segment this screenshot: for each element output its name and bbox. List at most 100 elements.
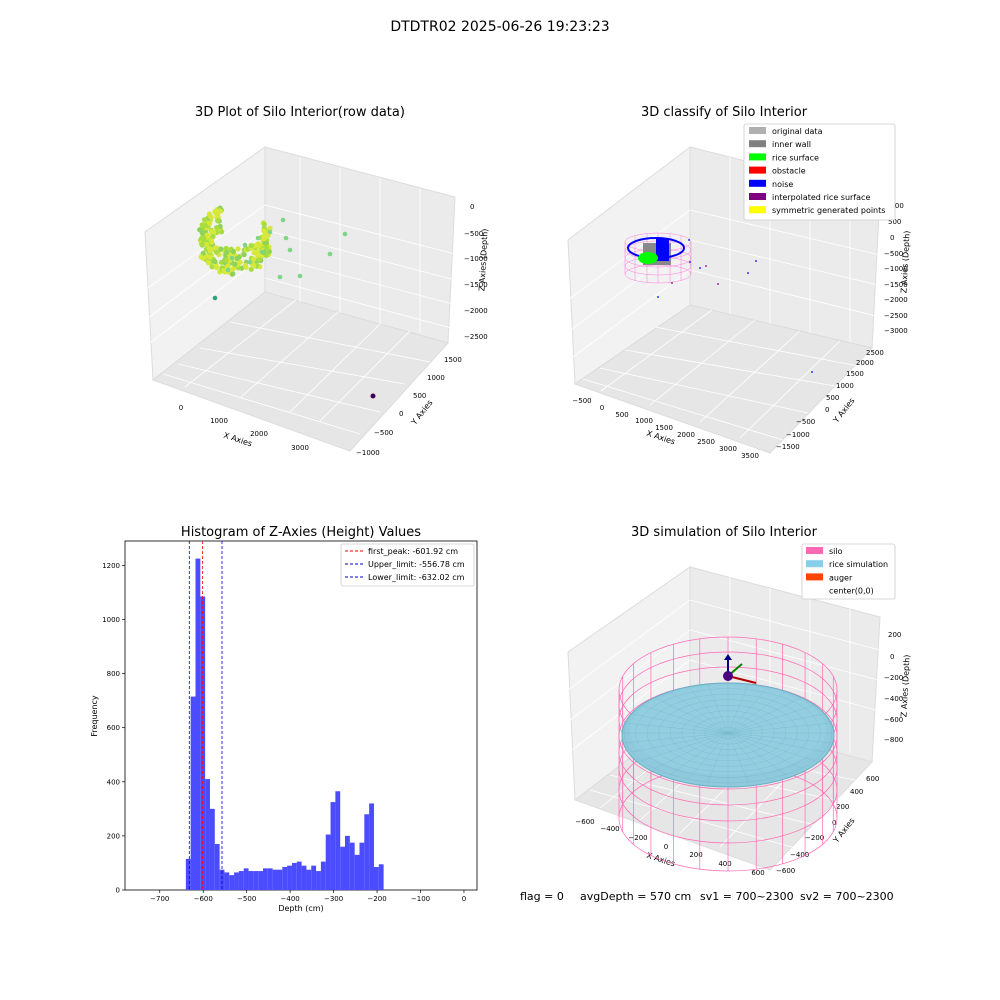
histogram-bar — [238, 871, 244, 890]
histogram-y-tick-label: 400 — [107, 778, 120, 786]
raw-data-point — [217, 208, 223, 214]
histogram-bar — [345, 835, 350, 890]
histogram-legend-label: Lower_limit: -632.02 cm — [368, 573, 465, 582]
figure-title: DTDTR02 2025-06-26 19:23:23 — [390, 19, 609, 35]
raw-data-point — [259, 249, 265, 255]
classify-legend-label: symmetric generated points — [772, 206, 885, 215]
raw-data-point — [221, 267, 227, 274]
classify-legend-swatch — [749, 127, 766, 134]
p1-xtick: 0 — [179, 404, 183, 412]
p2-ytick: −1000 — [786, 431, 810, 439]
p1-xtick: 3000 — [291, 444, 309, 452]
raw-data-point — [213, 249, 220, 255]
raw-data-point — [251, 256, 257, 262]
histogram-bar — [349, 842, 355, 890]
p4-ytick: −400 — [790, 851, 809, 859]
p1-xtick: 1000 — [210, 417, 228, 425]
p1-xtick: 2000 — [250, 430, 268, 438]
histogram-bar — [291, 862, 297, 890]
raw-data-point — [215, 218, 221, 224]
raw-data-point — [212, 209, 218, 215]
p2-ytick: 2500 — [866, 349, 884, 357]
classify-legend: original data inner wall rice surface obsta… — [743, 123, 896, 221]
raw-data-point — [209, 228, 215, 234]
p2-ytick: 1000 — [836, 382, 854, 390]
p1-ztick: −1500 — [464, 281, 488, 289]
raw-data-point — [199, 230, 205, 236]
raw-data-point — [212, 295, 218, 301]
histogram-x-tick-label: −600 — [194, 895, 213, 903]
histogram-bar — [335, 791, 341, 890]
histogram-bar — [205, 779, 210, 890]
raw-data-point — [224, 249, 230, 256]
p4-ztick: −600 — [884, 716, 903, 724]
rice-surface-cluster — [638, 252, 658, 264]
histogram-legend: first_peak: -601.92 cm Upper_limit: -556.… — [340, 543, 475, 587]
p2-xtick: 2000 — [677, 431, 695, 439]
raw-data-point — [204, 241, 210, 248]
status-avg-depth: avgDepth = 570 cm — [580, 890, 691, 903]
classify-legend-label: obstacle — [772, 167, 806, 176]
p1-ztick: 0 — [470, 203, 474, 211]
raw-data-point — [209, 264, 215, 270]
raw-data-point — [297, 273, 303, 279]
p2-ytick: −500 — [796, 418, 815, 426]
p1-ztick: −500 — [464, 230, 483, 238]
p2-ztick: 0 — [890, 234, 894, 242]
raw-data-point — [243, 264, 249, 270]
p2-ytick: 1500 — [846, 370, 864, 378]
raw-data-point — [280, 217, 286, 223]
p1-ytick: 0 — [399, 410, 403, 418]
histogram-x-tick-label: −400 — [281, 895, 300, 903]
raw-data-point — [199, 242, 205, 248]
raw-data-point — [370, 393, 376, 399]
histogram-legend-label: Upper_limit: -556.78 cm — [368, 560, 465, 569]
p1-ytick: −500 — [374, 429, 393, 437]
histogram-reference-lines — [188, 541, 223, 890]
p2-ztick: −1500 — [884, 281, 908, 289]
classify-legend-label: noise — [772, 180, 793, 189]
p2-zlabel: Z Axies (Depth) — [899, 230, 911, 293]
histogram-x-tick-label: −500 — [237, 895, 256, 903]
raw-data-point — [247, 259, 253, 265]
simulation-legend-label: silo — [829, 547, 843, 556]
raw-data-point — [218, 246, 224, 252]
histogram-bar — [311, 865, 317, 890]
histogram-title: Histogram of Z-Axies (Height) Values — [181, 525, 421, 540]
simulation-legend-label: center(0,0) — [829, 587, 874, 596]
p1-ytick: 500 — [413, 392, 426, 400]
noise-point — [747, 272, 749, 274]
raw-data-3d-plot: 3D Plot of Silo Interior(row data) — [144, 105, 490, 457]
raw-data-point — [235, 246, 241, 252]
p2-xtick: 500 — [615, 411, 628, 419]
raw-data-point — [199, 222, 205, 228]
p2-ytick: 2000 — [856, 359, 874, 367]
raw-data-title: 3D Plot of Silo Interior(row data) — [195, 105, 405, 120]
raw-data-point — [234, 255, 240, 262]
p1-ztick: −2500 — [464, 333, 488, 341]
raw-data-point — [230, 266, 236, 272]
histogram-y-tick-label: 800 — [107, 670, 120, 678]
noise-point — [657, 296, 659, 298]
classify-legend-label: original data — [772, 127, 823, 136]
p2-xtick: −500 — [572, 397, 591, 405]
raw-data-point — [230, 271, 236, 277]
raw-data-point — [277, 274, 283, 280]
p4-xtick: −600 — [575, 818, 594, 826]
raw-data-point — [248, 243, 254, 249]
p1-zlabel: Z Axies (Depth) — [477, 228, 489, 291]
status-sv1: sv1 = 700~2300 — [700, 890, 794, 903]
raw-data-point — [261, 236, 267, 242]
histogram-x-tick-label: −200 — [367, 895, 386, 903]
raw-data-point — [199, 235, 205, 241]
p1-ylabel: Y Axies — [409, 398, 435, 427]
histogram-panel: Histogram of Z-Axies (Height) Values −70… — [90, 525, 478, 913]
p2-xtick: 3500 — [741, 452, 759, 460]
simulation-legend: silo rice simulation auger center(0,0) — [801, 543, 896, 600]
p4-ytick: −200 — [805, 834, 824, 842]
status-flag: flag = 0 — [520, 890, 564, 903]
simulation-3d-plot: 3D simulation of Silo Interior −600 — [520, 525, 912, 903]
p4-ztick: −800 — [884, 736, 903, 744]
raw-data-point — [255, 252, 261, 259]
histogram-bar — [267, 868, 273, 890]
